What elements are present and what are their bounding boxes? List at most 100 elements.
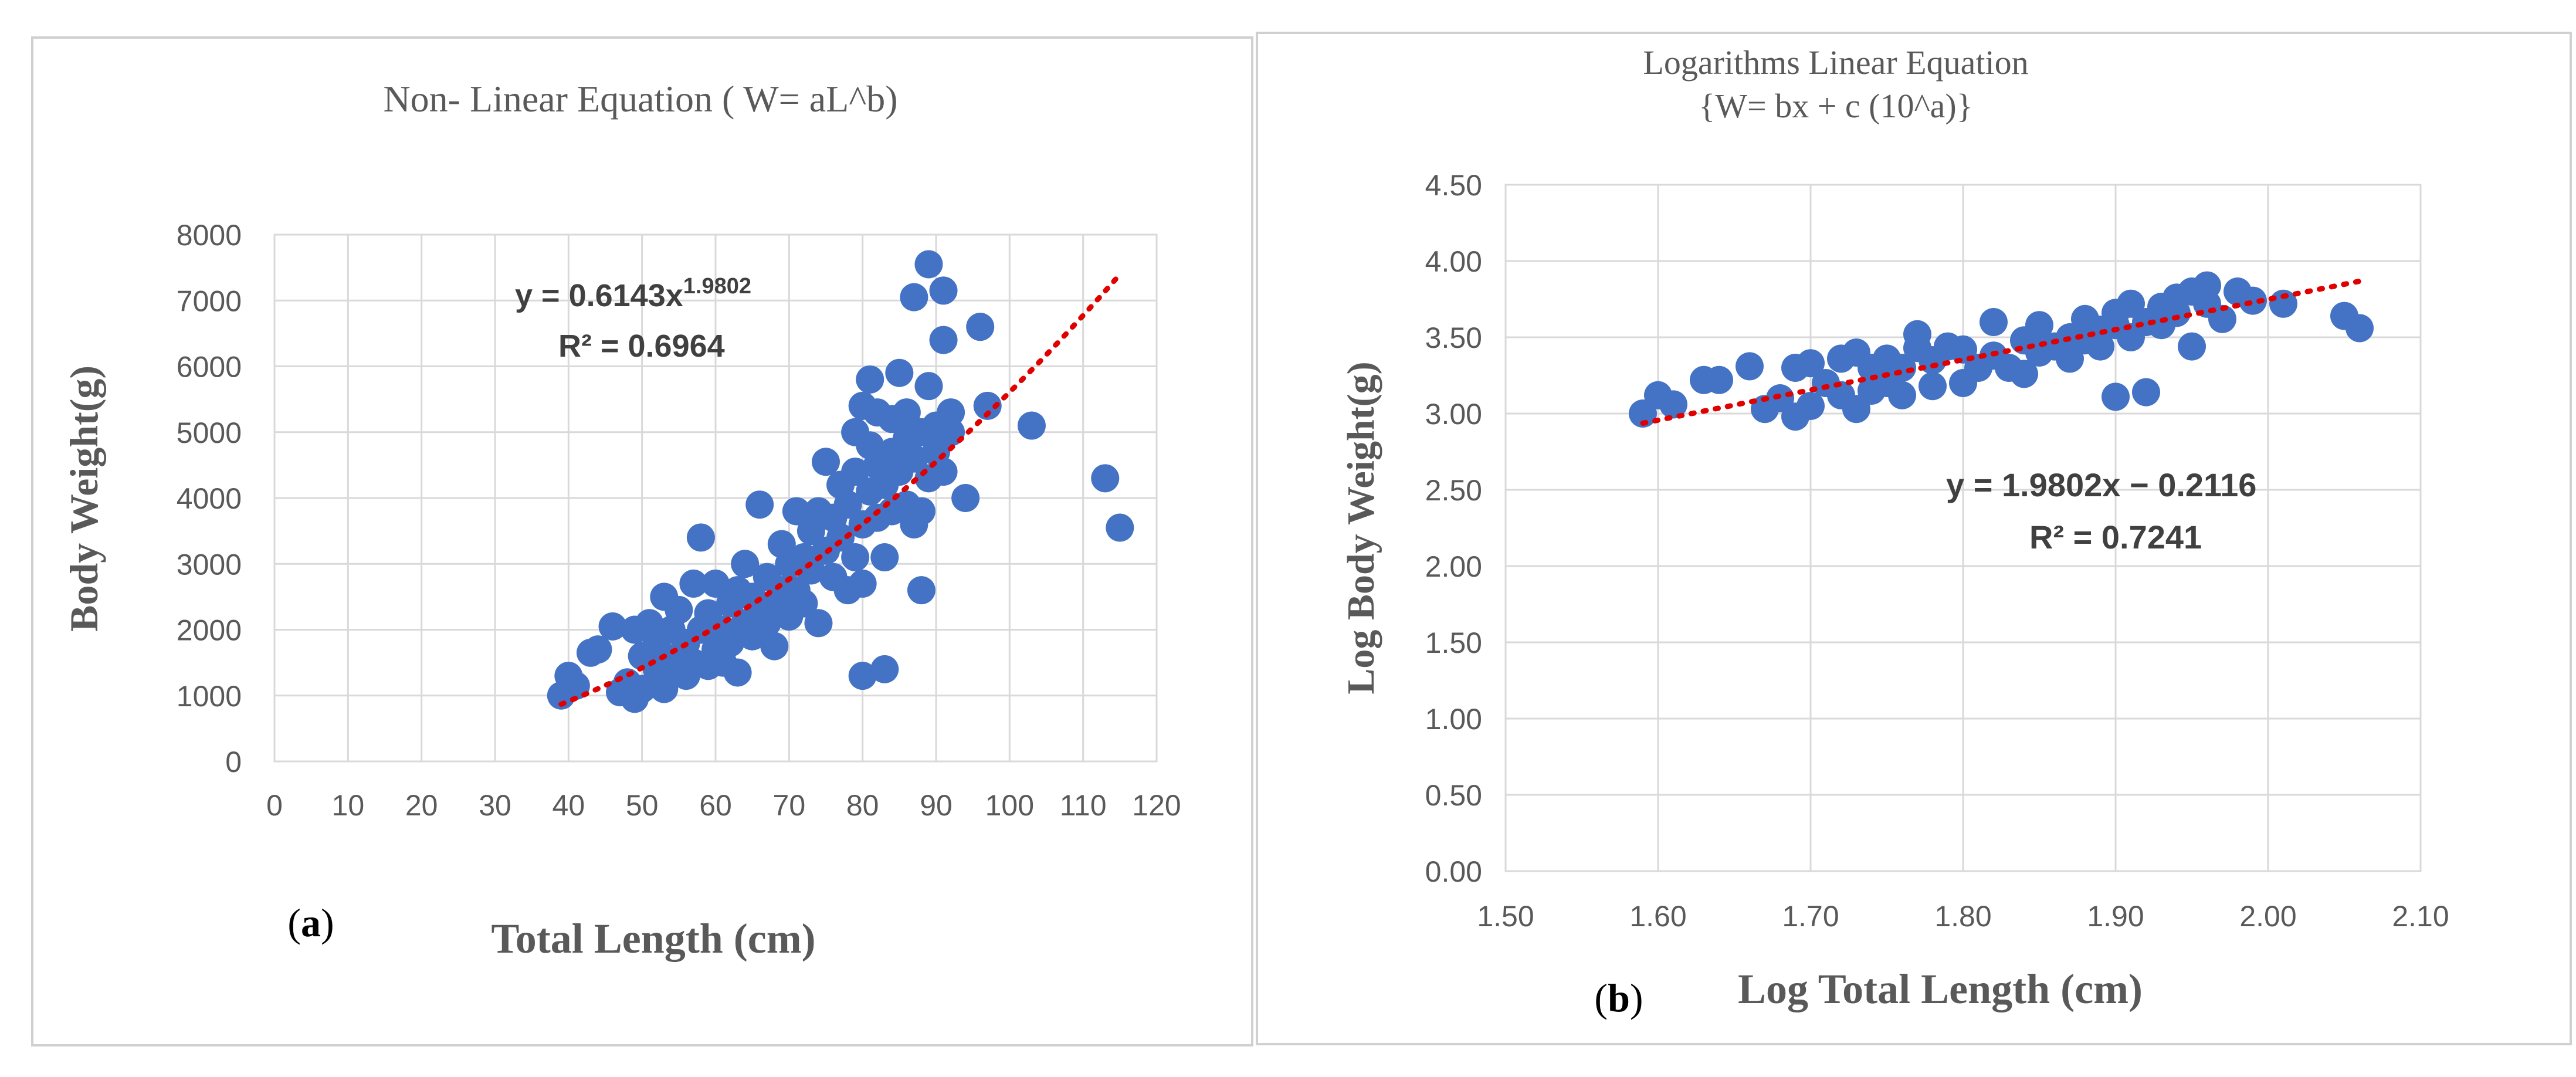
data-point (745, 490, 774, 519)
y-tick-label: 0.50 (1425, 779, 1482, 812)
panel-b-trendline (1640, 278, 2363, 426)
data-point (628, 675, 656, 703)
data-point (973, 391, 1002, 420)
x-tick-label: 100 (985, 789, 1034, 822)
data-point (723, 658, 752, 687)
data-point (812, 448, 840, 476)
y-tick-label: 5000 (177, 416, 242, 449)
data-point (1903, 320, 1931, 348)
panel-b-title-line1: Logarithms Linear Equation (1643, 43, 2028, 82)
x-tick-label: 80 (846, 789, 879, 822)
panel-b-y-axis-title: Log Body Weight(g) (1340, 361, 1382, 694)
data-point (870, 543, 899, 572)
data-point (1017, 411, 1046, 440)
data-point (833, 490, 862, 519)
y-tick-label: 1000 (177, 680, 242, 713)
y-tick-label: 3.50 (1425, 321, 1482, 354)
data-point (966, 313, 995, 341)
y-tick-label: 2.50 (1425, 474, 1482, 507)
x-tick-label: 1.90 (2087, 900, 2144, 933)
data-point (1888, 381, 1916, 409)
panel-a-y-axis-title: Body Weight(g) (62, 365, 106, 632)
data-point (731, 550, 760, 578)
data-point (2239, 286, 2267, 315)
data-point (716, 628, 745, 657)
data-point (826, 523, 855, 552)
data-point (892, 398, 921, 427)
data-point (900, 444, 928, 473)
data-point (2163, 299, 2191, 327)
data-point (1091, 464, 1120, 493)
data-point (782, 497, 811, 526)
x-tick-label: 1.70 (1782, 900, 1839, 933)
panel-a-data-points (547, 250, 1134, 713)
y-tick-label: 1.50 (1425, 626, 1482, 659)
panel-a-x-axis-title: Total Length (cm) (491, 915, 815, 962)
panel-a-y-tick-labels: 0 1000 2000 3000 4000 5000 6000 7000 8000 (177, 219, 242, 778)
data-point (951, 484, 980, 512)
data-point (686, 523, 715, 552)
y-tick-label: 8000 (177, 219, 242, 252)
data-point (2178, 332, 2206, 361)
data-point (914, 372, 943, 401)
y-tick-label: 4000 (177, 482, 242, 515)
panel-a-equation-exponent: 1.9802 (683, 274, 751, 299)
x-tick-label: 0 (266, 789, 283, 822)
y-tick-label: 0.00 (1425, 855, 1482, 888)
data-point (1705, 365, 1733, 394)
data-point (885, 358, 914, 387)
x-tick-label: 70 (773, 789, 806, 822)
panel-a-label-letter: a (301, 900, 321, 945)
data-point (679, 569, 708, 598)
data-point (1736, 352, 1764, 381)
panel-b-x-tick-labels: 1.50 1.60 1.70 1.80 1.90 2.00 2.10 (1477, 900, 2449, 933)
x-tick-label: 2.10 (2392, 900, 2449, 933)
data-point (929, 276, 958, 305)
y-tick-label: 2.00 (1425, 550, 1482, 583)
x-tick-label: 50 (626, 789, 659, 822)
panel-a-trendline (558, 272, 1123, 707)
data-point (841, 543, 870, 572)
data-point (1797, 392, 1825, 420)
panel-a-equation: y = 0.6143x1.9802 (515, 274, 751, 313)
x-tick-label: 20 (405, 789, 438, 822)
data-point (848, 662, 877, 690)
data-point (914, 250, 943, 279)
x-tick-label: 1.60 (1629, 900, 1686, 933)
panel-a-label: (a) (287, 900, 334, 945)
x-tick-label: 120 (1132, 789, 1181, 822)
data-point (796, 556, 825, 585)
panel-b-title-line2: {W= bx + c (10^a)} (1699, 87, 1972, 125)
y-tick-label: 1.00 (1425, 703, 1482, 736)
data-point (1797, 349, 1825, 378)
data-point (584, 635, 612, 664)
panel-a-title: Non- Linear Equation ( W= aL^b) (383, 78, 897, 120)
panel-b-label: (b) (1594, 976, 1643, 1020)
data-point (907, 576, 936, 605)
data-point (2025, 311, 2053, 340)
data-point (856, 365, 884, 394)
data-point (2102, 382, 2130, 411)
data-point (870, 655, 899, 683)
panel-b-label-letter: b (1608, 976, 1630, 1020)
data-point (2010, 360, 2038, 388)
data-point (1919, 372, 1947, 401)
x-tick-label: 110 (1060, 789, 1107, 822)
data-point (1106, 513, 1134, 542)
data-point (2269, 289, 2297, 318)
panel-b-logarithmic-chart: Logarithms Linear Equation {W= bx + c (1… (1256, 32, 2572, 1045)
data-point (907, 497, 936, 526)
y-tick-label: 3.00 (1425, 398, 1482, 431)
data-point (1659, 390, 1687, 419)
x-tick-label: 40 (553, 789, 585, 822)
y-tick-label: 0 (225, 746, 242, 778)
data-point (804, 609, 833, 638)
data-point (937, 398, 965, 427)
data-point (665, 595, 693, 624)
x-tick-label: 1.50 (1477, 900, 1534, 933)
y-tick-label: 4.00 (1425, 245, 1482, 278)
data-point (701, 569, 730, 598)
panel-a-r-squared: R² = 0.6964 (558, 328, 725, 364)
data-point (900, 283, 928, 311)
